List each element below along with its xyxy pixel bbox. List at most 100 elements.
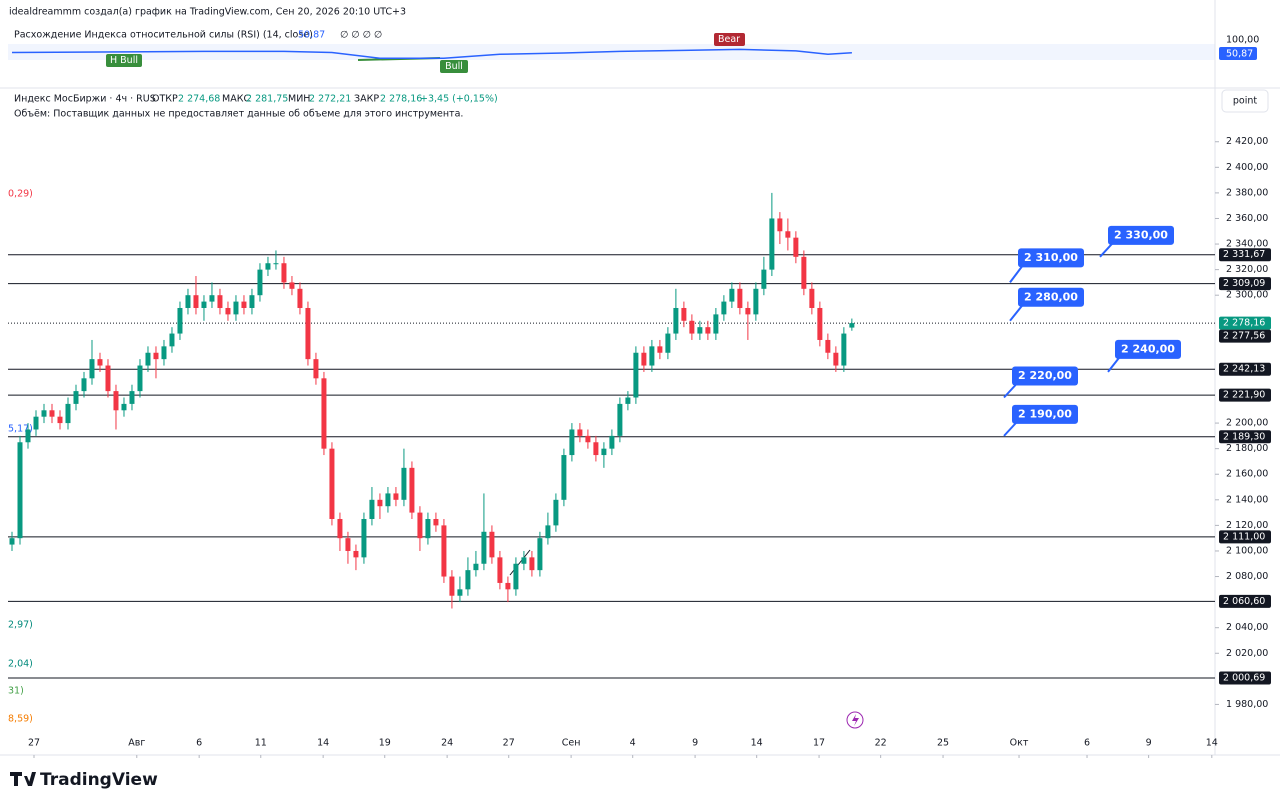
cut-label: 31) — [8, 686, 24, 697]
rsi-label: H Bull — [110, 55, 138, 66]
candle-body — [185, 295, 191, 308]
candle-body — [129, 391, 135, 404]
candle-body — [209, 295, 215, 302]
candle-body — [321, 378, 327, 449]
x-tick-label: 27 — [503, 738, 515, 749]
candle-body — [569, 429, 575, 456]
candle-body — [625, 397, 631, 404]
candle-body — [377, 499, 383, 507]
price-tag — [1219, 248, 1271, 262]
candle-body — [161, 346, 167, 360]
candle-body — [505, 582, 511, 590]
candle-body — [489, 531, 495, 558]
candle-body — [89, 359, 95, 379]
candle-body — [665, 333, 671, 353]
candle-body — [657, 346, 663, 353]
candle-body — [177, 307, 183, 334]
x-tick-label: 6 — [1084, 738, 1090, 749]
y-tick-label: 2 160,00 — [1226, 469, 1268, 480]
footer-brand: TradingView — [40, 770, 158, 790]
price-tag — [1219, 530, 1271, 544]
candle-body — [41, 410, 47, 417]
candle-body — [833, 352, 839, 366]
ohlc-label: МАКС — [222, 94, 250, 105]
candle-body — [97, 359, 103, 366]
rsi-axis: 100,00 — [1226, 35, 1259, 46]
candle-body — [145, 352, 151, 366]
candle-body — [273, 263, 279, 265]
price-tag — [1219, 277, 1271, 291]
candle-body — [289, 282, 295, 289]
candle-body — [49, 410, 55, 417]
target-box — [1018, 287, 1084, 307]
y-tick-label: 2 200,00 — [1226, 418, 1268, 429]
cut-label: 0,29) — [8, 189, 33, 200]
candle-body — [337, 518, 343, 539]
candle-body — [449, 576, 455, 596]
point-button-label[interactable]: point — [1233, 96, 1258, 107]
candle-body — [817, 307, 823, 340]
candle-body — [793, 237, 799, 257]
candle-body — [609, 435, 615, 449]
x-tick-label: 14 — [317, 738, 329, 749]
candle-body — [633, 352, 639, 398]
candle-body — [257, 269, 263, 296]
target-label: 2 280,00 — [1024, 290, 1078, 303]
candle-body — [697, 327, 703, 334]
event-icon — [846, 711, 864, 729]
candle-body — [841, 333, 847, 366]
candle-body — [601, 448, 607, 456]
target-pointer — [1107, 357, 1120, 373]
candle-body — [361, 518, 367, 558]
y-tick-label: 2 300,00 — [1226, 290, 1268, 301]
x-tick-label: 17 — [813, 738, 825, 749]
candle-body — [249, 295, 255, 308]
x-tick-label: 27 — [28, 738, 40, 749]
candle-body — [153, 352, 159, 360]
price-tag — [1219, 316, 1271, 330]
candle-body — [593, 442, 599, 456]
candle-body — [169, 333, 175, 347]
candle-body — [73, 391, 79, 404]
ohlc-label: ОТКР — [152, 94, 178, 105]
price-tag — [1219, 362, 1271, 376]
target-pointer — [1009, 265, 1023, 284]
ohlc-value: 2 281,75 — [246, 94, 288, 105]
price-tag-label: 2 309,09 — [1223, 278, 1265, 289]
cut-label: 8,59) — [8, 714, 33, 725]
rsi-value: 50,87 — [298, 30, 325, 41]
point-button[interactable] — [1221, 89, 1269, 113]
event-icon — [852, 714, 859, 726]
price-tag-label: 2 221,90 — [1223, 390, 1265, 401]
candle-body — [617, 403, 623, 436]
price-tag-label: 2 277,56 — [1223, 331, 1265, 342]
cut-label: 5,17) — [8, 424, 33, 435]
target-label: 2 220,00 — [1018, 369, 1072, 382]
price-tag — [1219, 594, 1271, 608]
candle-body — [57, 416, 63, 424]
candle-body — [9, 538, 15, 545]
x-tick-label: Окт — [1010, 738, 1029, 749]
rsi-label: Bull — [445, 61, 463, 72]
price-tag — [1219, 329, 1271, 343]
candle-body — [441, 525, 447, 577]
y-tick-label: 2 380,00 — [1226, 187, 1268, 198]
candle-body — [809, 288, 815, 308]
target-box — [1012, 366, 1078, 386]
symbol: Индекс МосБиржи · 4ч · RUS — [14, 94, 156, 105]
x-tick-label: 14 — [1206, 738, 1218, 749]
candle-body — [721, 301, 727, 315]
candle-body — [513, 563, 519, 590]
target-pointer — [1003, 422, 1017, 437]
candle-body — [529, 557, 535, 571]
candle-body — [577, 429, 583, 436]
candle-body — [417, 512, 423, 539]
candle-body — [849, 323, 855, 328]
candle-body — [473, 563, 479, 571]
candle-body — [121, 403, 127, 411]
candle-body — [761, 269, 767, 289]
candle-body — [433, 518, 439, 526]
candle-body — [825, 339, 831, 353]
x-tick-label: 4 — [630, 738, 636, 749]
